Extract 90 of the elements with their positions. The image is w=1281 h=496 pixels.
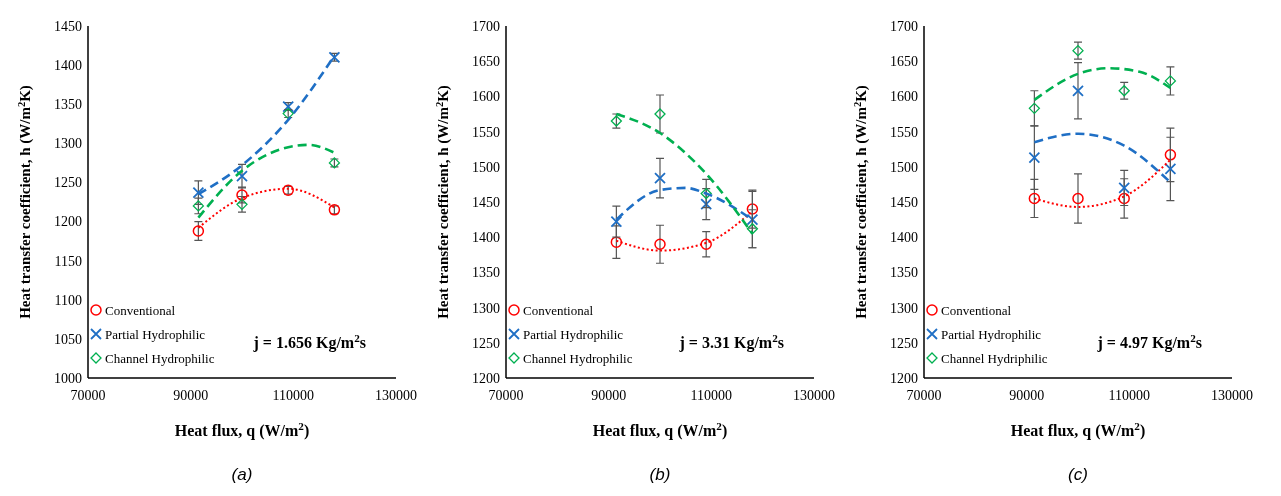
point [654,108,666,120]
point [236,170,248,183]
point [700,198,713,211]
x-tick-label: 70000 [906,388,942,403]
line-series [197,54,336,196]
y-tick-label: 1300 [890,300,918,316]
y-tick-label: 1000 [54,370,82,386]
y-tick-label: 1200 [472,370,500,386]
x-tick-label: 90000 [1009,388,1045,403]
legend-label: Conventional [523,302,594,318]
y-tick-label: 1400 [472,230,500,246]
y-tick-label: 1200 [890,370,918,386]
y-tick-label: 1450 [472,194,500,210]
point [1164,149,1177,161]
x-tick-label: 110000 [1108,388,1151,403]
x-tick-label: 130000 [375,388,417,403]
point [1118,182,1131,194]
x-axis-title: Heat flux, q (W/m$^{2}$) [592,420,728,440]
y-tick-label: 1400 [890,230,918,246]
y-tick-label: 1450 [54,18,82,34]
annotation: j = 4.97 Kg/m$^{2}$s [1096,332,1202,352]
y-tick-label: 1400 [54,58,82,74]
annotation: j = 1.656 Kg/m$^{2}$s [252,332,366,352]
x-tick-label: 90000 [591,388,627,403]
y-tick-label: 1150 [54,253,82,269]
y-tick-label: 1650 [890,54,918,70]
y-tick-label: 1300 [54,136,82,152]
y-tick-label: 1250 [472,335,500,351]
text: (b) [649,465,671,484]
point [610,215,623,228]
y-tick-label: 1500 [890,159,918,175]
legend-label: Partial Hydrophilic [105,326,206,342]
y-tick-label: 1250 [890,335,918,351]
y-tick-label: 1550 [890,124,918,140]
y-tick-label: 1350 [472,265,500,281]
point [1028,151,1041,164]
y-tick-label: 1700 [890,18,918,34]
legend-label: Channel Hydrophilic [523,350,633,366]
point [654,238,666,250]
point [746,213,759,226]
x-tick-label: 70000 [70,388,106,403]
point [1118,85,1130,97]
line-series [197,143,336,219]
x-tick-label: 90000 [173,388,209,403]
annotation: j = 3.31 Kg/m$^{2}$s [678,332,784,352]
x-axis-title: Heat flux, q (W/m$^{2}$) [1010,420,1146,440]
point [1164,163,1177,175]
x-tick-label: 110000 [272,388,315,403]
y-tick-label: 1350 [890,265,918,281]
y-tick-label: 1100 [54,292,82,308]
point [1028,102,1041,115]
point [700,238,712,250]
y-tick-label: 1550 [472,124,500,140]
y-tick-label: 1250 [54,175,82,191]
point [700,187,712,200]
point [1028,192,1041,205]
y-tick-label: 1300 [472,300,500,316]
y-tick-label: 1500 [472,159,500,175]
legend-label: Channel Hydrophilic [105,350,215,366]
y-tick-label: 1350 [54,97,82,113]
legend-label: Partial Hydrophilic [523,326,624,342]
y-tick-label: 1200 [54,214,82,230]
legend-label: Conventional [941,302,1012,318]
y-tick-label: 1700 [472,18,500,34]
point [1072,192,1084,205]
x-tick-label: 130000 [793,388,835,403]
point [1164,75,1177,87]
y-tick-label: 1450 [890,194,918,210]
x-tick-label: 110000 [690,388,733,403]
line-series [1033,132,1172,184]
text: (c) [1068,465,1088,484]
x-tick-label: 130000 [1211,388,1253,403]
legend-label: Channel Hydriphilic [941,350,1048,366]
point [1072,84,1084,97]
point [654,172,666,184]
point [610,236,623,248]
point [192,225,205,237]
legend-label: Conventional [105,302,176,318]
point [192,186,205,199]
point [746,203,759,215]
text: (a) [231,465,253,484]
y-tick-label: 1600 [890,89,918,105]
legend-label: Partial Hydrophilic [941,326,1042,342]
x-tick-label: 70000 [488,388,524,403]
point [1118,192,1130,205]
x-axis-title: Heat flux, q (W/m$^{2}$) [174,420,310,440]
y-tick-label: 1050 [54,331,82,347]
y-tick-label: 1650 [472,54,500,70]
y-tick-label: 1600 [472,89,500,105]
point [746,223,759,235]
